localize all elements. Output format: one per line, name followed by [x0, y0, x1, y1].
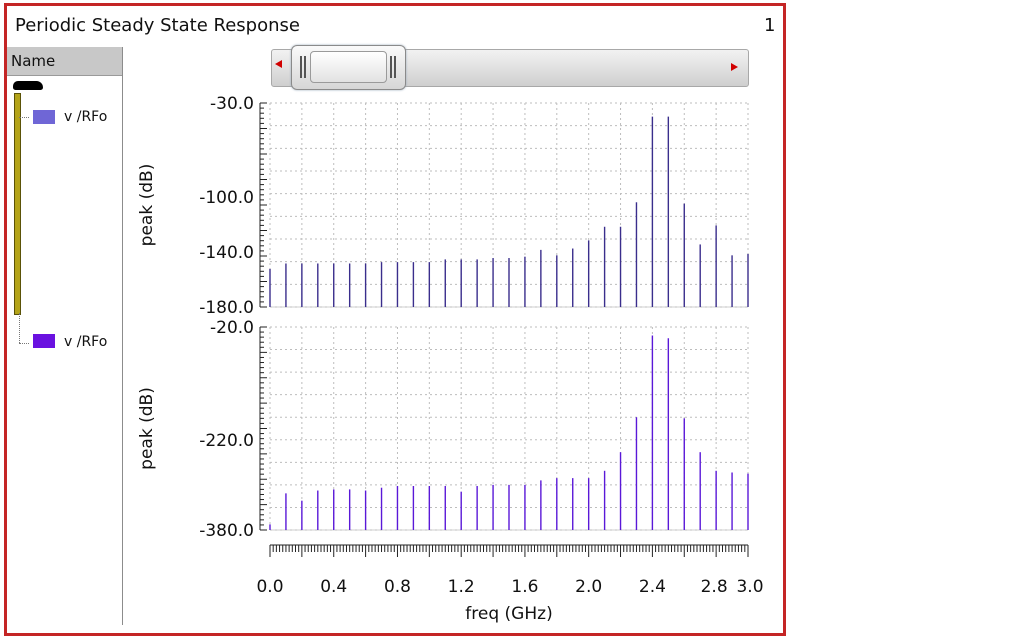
trace-color-swatch-1[interactable]: [33, 110, 55, 124]
page-number: 1: [764, 15, 776, 36]
signal-tree-panel: Name: [7, 47, 123, 625]
window-title: Periodic Steady State Response: [15, 15, 300, 36]
y-tick-label: -380.0: [199, 521, 254, 541]
trace-color-swatch-2[interactable]: [33, 334, 55, 348]
y-axis-label: peak (dB): [137, 164, 157, 247]
y-tick-label: -30.0: [210, 94, 254, 114]
x-tick-label: 1.2: [448, 577, 475, 597]
column-header-label: Name: [11, 52, 56, 70]
strip-group-bar[interactable]: [14, 93, 21, 315]
tree-root-icon[interactable]: [13, 81, 43, 90]
grip-left-icon[interactable]: [300, 56, 306, 78]
y-tick-label: -100.0: [199, 188, 254, 208]
x-tick-label: 2.0: [575, 577, 602, 597]
y-tick-label: -220.0: [199, 431, 254, 451]
x-tick-label: 3.0: [736, 577, 763, 597]
x-axis-label: freq (GHz): [465, 604, 552, 624]
trace-label-2[interactable]: v /RFo: [64, 334, 108, 350]
tree-connector: [19, 343, 29, 345]
slider-thumb-body[interactable]: [310, 51, 387, 83]
tree-connector: [19, 313, 21, 343]
x-tick-label: 0.8: [384, 577, 411, 597]
x-tick-label: 2.8: [701, 577, 728, 597]
y-axis-label: peak (dB): [137, 387, 157, 470]
x-tick-label: 0.4: [320, 577, 347, 597]
y-tick-label: -20.0: [210, 318, 254, 338]
grip-right-icon[interactable]: [390, 56, 396, 78]
y-tick-label: -180.0: [199, 298, 254, 318]
tree-connector: [19, 117, 29, 119]
scroll-right-arrow-icon[interactable]: [731, 63, 738, 71]
slider-thumb[interactable]: [291, 45, 406, 90]
x-tick-label: 1.6: [511, 577, 538, 597]
scroll-left-arrow-icon[interactable]: [275, 60, 282, 68]
column-header-name[interactable]: Name: [7, 47, 122, 76]
trace-label-1[interactable]: v /RFo: [64, 109, 108, 125]
x-tick-label: 2.4: [639, 577, 666, 597]
x-tick-label: 0.0: [256, 577, 283, 597]
y-tick-label: -140.0: [199, 243, 254, 263]
